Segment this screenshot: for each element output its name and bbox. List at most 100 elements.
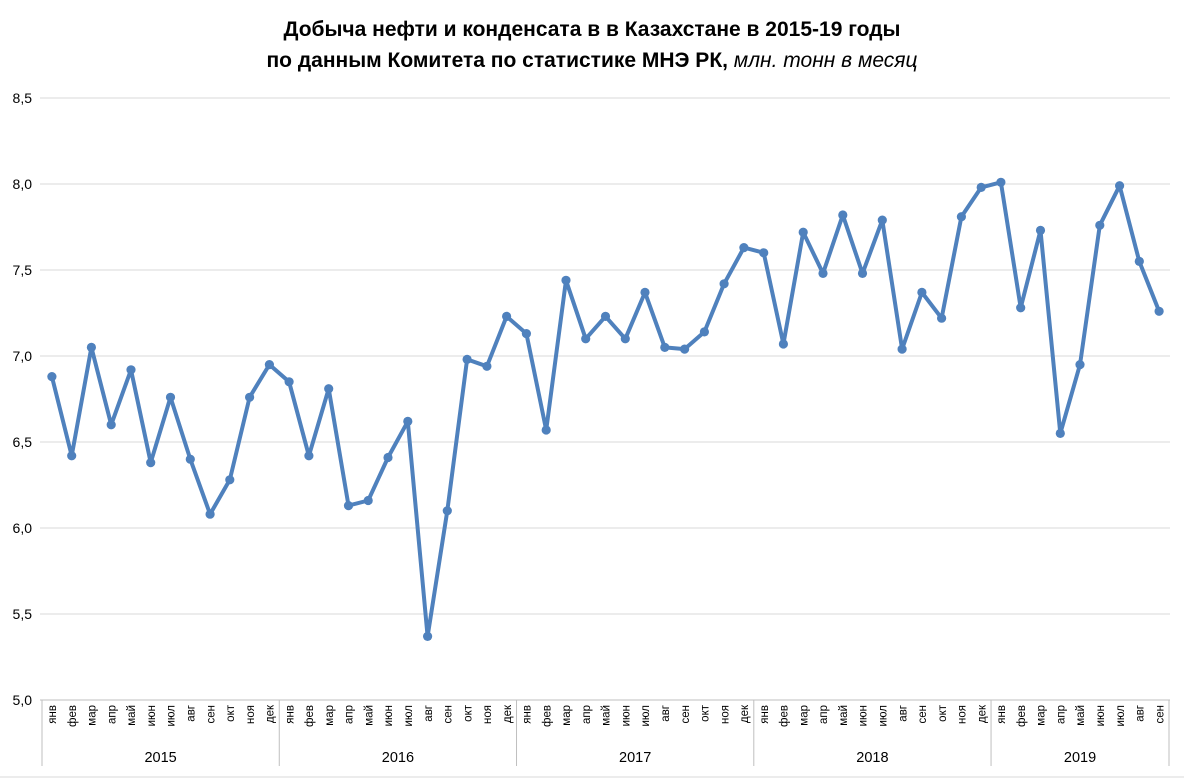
- chart-title-line2-bold: по данным Комитета по статистике МНЭ РК,: [266, 49, 728, 72]
- y-axis-tick-label: 8,5: [13, 90, 33, 106]
- data-point-marker: [462, 354, 472, 364]
- data-point-marker: [838, 210, 848, 220]
- x-month-label: сен: [443, 705, 455, 724]
- data-point-marker: [264, 360, 274, 370]
- x-month-label: мар: [87, 705, 99, 726]
- data-point-marker: [640, 287, 650, 297]
- x-month-label: июн: [383, 705, 395, 726]
- data-point-marker: [1075, 360, 1085, 370]
- x-month-label: ноя: [719, 705, 731, 724]
- data-point-marker: [146, 458, 156, 468]
- x-month-label: окт: [700, 704, 712, 722]
- data-point-marker: [541, 425, 551, 435]
- data-point-marker: [660, 342, 670, 352]
- data-point-marker: [502, 311, 512, 321]
- x-month-label: фев: [1016, 705, 1028, 727]
- data-point-marker: [917, 287, 927, 297]
- data-point-marker: [304, 451, 314, 461]
- data-point-marker: [383, 452, 393, 463]
- x-month-label: сен: [680, 705, 692, 724]
- y-axis-tick-label: 5,0: [13, 692, 33, 708]
- x-month-label: май: [126, 705, 138, 726]
- x-month-label: янв: [47, 705, 59, 724]
- x-month-label: мар: [1036, 705, 1048, 726]
- x-month-label: авг: [660, 705, 672, 722]
- data-point-marker: [1016, 303, 1026, 313]
- x-month-label: дек: [265, 704, 277, 723]
- x-month-label: апр: [344, 705, 356, 724]
- data-point-marker: [324, 384, 334, 394]
- data-point-marker: [956, 212, 967, 222]
- data-point-marker: [1055, 428, 1065, 438]
- data-point-marker: [1115, 181, 1125, 191]
- x-year-label: 2018: [856, 750, 888, 766]
- x-month-label: июл: [1115, 705, 1127, 727]
- x-month-label: сен: [917, 705, 929, 724]
- data-point-marker: [759, 248, 769, 258]
- data-point-marker: [245, 392, 255, 402]
- y-axis-tick-label: 6,0: [13, 520, 33, 536]
- x-month-label: апр: [818, 705, 830, 724]
- y-axis-tick-label: 8,0: [13, 176, 33, 192]
- x-month-label: июл: [640, 705, 652, 727]
- data-point-marker: [937, 313, 947, 323]
- data-point-marker: [284, 377, 294, 387]
- x-month-label: май: [601, 705, 613, 726]
- data-point-marker: [976, 182, 986, 192]
- x-month-label: дек: [739, 704, 751, 723]
- y-axis-tick-label: 6,5: [13, 434, 33, 450]
- x-month-label: дек: [976, 704, 988, 723]
- x-month-label: июн: [146, 705, 158, 726]
- data-point-marker: [739, 243, 749, 253]
- data-point-marker: [798, 227, 808, 237]
- data-point-marker: [561, 275, 571, 285]
- data-point-marker: [680, 344, 690, 354]
- x-month-label: авг: [423, 705, 435, 722]
- x-year-label: 2015: [144, 750, 176, 766]
- x-month-label: май: [363, 705, 375, 726]
- data-point-marker: [1095, 220, 1105, 230]
- x-month-label: апр: [1055, 705, 1067, 724]
- chart-title-line2: по данным Комитета по статистике МНЭ РК,…: [0, 45, 1184, 76]
- x-month-label: мар: [561, 705, 573, 726]
- chart-title-line2-italic: млн. тонн в месяц: [727, 49, 918, 72]
- x-month-label: сен: [1154, 705, 1166, 724]
- x-month-label: янв: [284, 705, 296, 724]
- y-axis-tick-label: 5,5: [13, 606, 33, 622]
- data-point-marker: [165, 392, 176, 402]
- x-month-label: июн: [1095, 705, 1107, 726]
- x-month-label: янв: [996, 705, 1008, 724]
- data-point-marker: [1154, 306, 1164, 316]
- x-month-label: фев: [67, 705, 79, 727]
- x-year-label: 2019: [1064, 750, 1096, 766]
- x-month-label: авг: [1135, 705, 1147, 722]
- x-month-label: июл: [166, 705, 178, 727]
- data-point-marker: [86, 342, 96, 352]
- data-point-marker: [67, 451, 77, 461]
- x-month-label: июл: [878, 705, 890, 727]
- x-month-label: янв: [522, 705, 534, 724]
- x-month-label: окт: [937, 704, 949, 722]
- data-point-marker: [1134, 256, 1144, 266]
- x-month-label: дек: [502, 704, 514, 723]
- data-point-marker: [225, 475, 235, 485]
- data-point-marker: [877, 215, 887, 225]
- data-point-marker: [581, 334, 591, 344]
- data-point-marker: [818, 268, 828, 278]
- x-month-label: окт: [225, 704, 237, 722]
- data-point-marker: [126, 365, 136, 375]
- data-point-marker: [482, 361, 492, 371]
- x-month-label: фев: [779, 705, 791, 727]
- x-month-label: июн: [858, 705, 870, 726]
- x-month-label: мар: [324, 705, 336, 726]
- chart-title-line1: Добыча нефти и конденсата в в Казахстане…: [283, 18, 901, 41]
- x-month-label: май: [838, 705, 850, 726]
- x-month-label: янв: [759, 705, 771, 724]
- x-month-label: фев: [541, 705, 553, 727]
- x-month-label: мар: [798, 705, 810, 726]
- data-point-marker: [857, 268, 868, 278]
- data-point-marker: [403, 416, 413, 426]
- data-point-marker: [343, 501, 354, 511]
